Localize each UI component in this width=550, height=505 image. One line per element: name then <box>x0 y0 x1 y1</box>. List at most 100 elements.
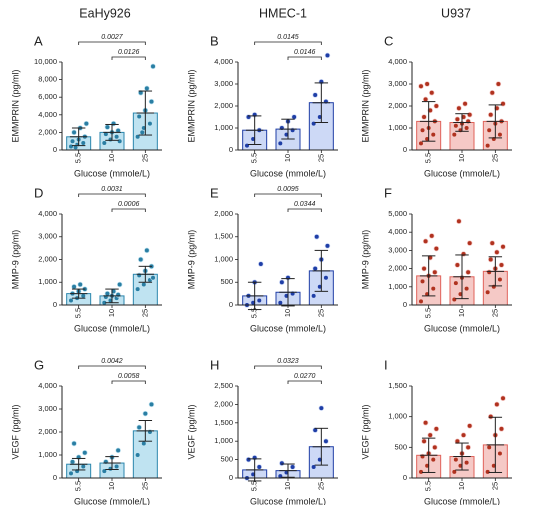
y-tick-label: 0 <box>53 300 57 309</box>
y-tick-label: 0 <box>403 300 407 309</box>
x-tick-label: 5.5 <box>424 308 433 318</box>
data-point <box>279 460 285 467</box>
y-tick-label: 0 <box>403 473 407 482</box>
x-tick-label: 10 <box>283 154 292 162</box>
data-point <box>421 114 427 120</box>
error-bar <box>453 113 471 132</box>
data-point <box>318 405 325 411</box>
y-tick-label: 2,000 <box>38 127 57 136</box>
data-point <box>277 299 284 306</box>
y-tick-label: 500 <box>220 455 233 464</box>
data-point <box>277 140 284 147</box>
y-tick-label: 0 <box>229 473 233 482</box>
significance-bracket <box>287 56 322 60</box>
data-point <box>101 468 108 474</box>
data-point <box>463 285 470 292</box>
y-axis-label: VEGF (pg/ml) <box>10 404 20 459</box>
y-tick-label: 3,000 <box>214 79 233 88</box>
data-point <box>71 129 77 136</box>
x-axis-label: Glucose (mmole/L) <box>74 496 150 505</box>
data-point <box>422 420 429 426</box>
y-tick-label: 2,000 <box>388 264 407 273</box>
data-point <box>69 459 76 465</box>
panel: G VEGF (pg/ml) Glucose (mmole/L) 0 1,000 2,00… <box>10 357 162 505</box>
panel-letter: H <box>210 357 219 372</box>
significance-bracket <box>78 193 146 197</box>
data-point <box>428 90 435 96</box>
data-point <box>68 297 74 304</box>
data-point <box>116 281 123 288</box>
data-point <box>484 469 491 475</box>
panel-letter: I <box>384 357 388 372</box>
y-tick-label: 2,500 <box>214 381 233 390</box>
data-point <box>83 120 90 127</box>
x-tick-label: 25 <box>490 309 499 317</box>
y-tick-label: 3,000 <box>388 245 407 254</box>
data-point <box>451 131 458 138</box>
y-axis-label: EMMPRIN (pg/ml) <box>186 69 196 142</box>
p-value: 0.0145 <box>277 34 299 41</box>
x-tick-label: 25 <box>490 154 499 162</box>
data-point <box>144 85 150 92</box>
y-tick-label: 2,000 <box>214 101 233 110</box>
data-point <box>495 81 502 87</box>
y-tick-label: 1,000 <box>388 123 407 132</box>
data-point <box>497 131 503 138</box>
panel: I VEGF (pg/ml) Glucose (mmole/L) 0 500 1,000 1… <box>360 357 512 505</box>
data-point <box>80 293 87 299</box>
data-point <box>313 234 320 240</box>
p-value: 0.0344 <box>294 201 316 208</box>
error-bar <box>279 118 297 140</box>
p-value: 0.0042 <box>101 358 123 365</box>
data-point <box>71 284 77 290</box>
y-tick-label: 1,500 <box>214 232 233 241</box>
data-point <box>462 101 468 107</box>
x-tick-label: 5.5 <box>74 308 83 318</box>
x-axis-label: Glucose (mmole/L) <box>250 496 326 505</box>
data-point <box>430 285 437 292</box>
data-point <box>324 243 331 249</box>
column-title: EaHy926 <box>79 6 130 20</box>
y-axis-label: VEGF (pg/ml) <box>360 404 370 459</box>
data-point <box>141 440 147 447</box>
x-tick-label: 5.5 <box>250 153 259 163</box>
data-point <box>421 438 427 444</box>
significance-bracket <box>111 380 146 384</box>
data-point <box>418 469 424 475</box>
y-tick-label: 1,000 <box>388 282 407 291</box>
error-bar <box>69 127 88 147</box>
data-point <box>148 401 155 408</box>
error-bar <box>419 255 438 297</box>
y-axis-label: EMMPRIN (pg/ml) <box>10 69 20 142</box>
y-tick-label: 2,000 <box>214 209 233 218</box>
data-point <box>141 281 147 288</box>
y-tick-label: 4,000 <box>38 110 57 119</box>
x-tick-label: 10 <box>107 482 116 490</box>
error-bar <box>453 254 471 300</box>
y-tick-label: 0 <box>229 300 233 309</box>
significance-bracket <box>254 193 322 197</box>
data-point <box>456 218 462 225</box>
y-tick-label: 1,000 <box>214 254 233 263</box>
data-point <box>421 265 427 272</box>
error-bar <box>136 90 155 136</box>
panel: H VEGF (pg/ml) Glucose (mmole/L) 0 500 1,000 1… <box>186 357 338 505</box>
data-point <box>500 395 506 402</box>
column-title: U937 <box>441 6 471 20</box>
data-point <box>323 438 329 444</box>
y-tick-label: 0 <box>53 145 57 154</box>
data-point <box>147 120 153 127</box>
data-point <box>419 278 426 285</box>
error-bar <box>312 82 331 123</box>
data-point <box>113 134 120 140</box>
data-point <box>494 401 500 408</box>
p-value: 0.0027 <box>101 34 124 41</box>
data-point <box>291 114 297 120</box>
p-value: 0.0058 <box>118 373 140 380</box>
data-point <box>498 426 505 432</box>
data-point <box>68 143 74 150</box>
data-point <box>256 297 263 304</box>
data-point <box>104 290 111 297</box>
panel-letter: D <box>34 185 43 200</box>
